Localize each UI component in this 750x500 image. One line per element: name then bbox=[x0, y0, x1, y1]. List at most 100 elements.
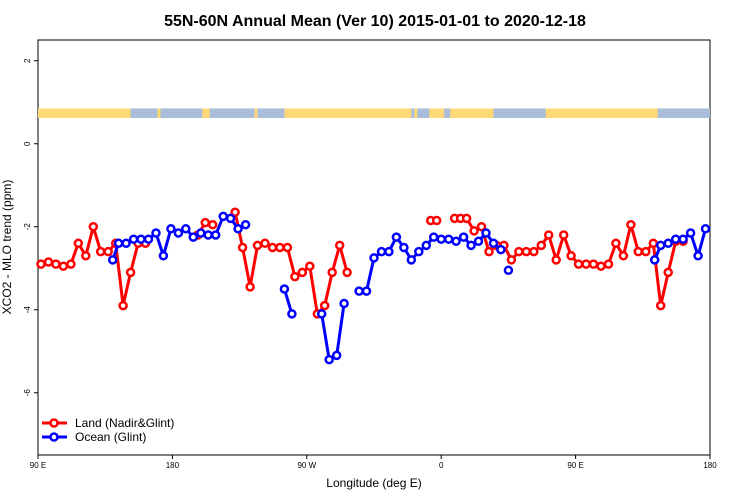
map-strip-land bbox=[38, 108, 710, 119]
data-point bbox=[51, 259, 61, 269]
legend-marker-ocean bbox=[49, 432, 59, 442]
data-point bbox=[158, 251, 169, 261]
data-point bbox=[461, 213, 472, 224]
x-tick-label: 90 E bbox=[30, 461, 46, 470]
legend-label-land: Land (Nadir&Glint) bbox=[75, 416, 174, 430]
data-point bbox=[414, 246, 424, 257]
data-point bbox=[275, 242, 285, 253]
data-point bbox=[603, 259, 614, 269]
data-point bbox=[399, 242, 409, 253]
data-point bbox=[655, 300, 666, 311]
data-point bbox=[506, 255, 517, 265]
data-point bbox=[458, 232, 469, 242]
data-point bbox=[36, 259, 46, 269]
legend-label-ocean: Ocean (Glint) bbox=[75, 430, 146, 444]
data-point bbox=[503, 265, 514, 276]
data-point bbox=[267, 242, 278, 253]
data-point bbox=[611, 238, 621, 249]
data-point bbox=[618, 251, 629, 261]
data-point bbox=[207, 219, 218, 230]
legend-marker-land bbox=[49, 418, 59, 428]
map-strip-ocean bbox=[444, 108, 451, 119]
data-point bbox=[324, 354, 334, 365]
data-point bbox=[521, 246, 532, 257]
data-point bbox=[339, 298, 349, 309]
data-point bbox=[188, 232, 199, 242]
data-point bbox=[633, 246, 644, 257]
data-point bbox=[648, 238, 659, 249]
data-point bbox=[287, 309, 297, 319]
map-strip-ocean bbox=[411, 108, 415, 119]
y-axis: -6 -4 -2 0 2 bbox=[23, 58, 38, 396]
map-strip-ocean bbox=[417, 108, 430, 119]
y-tick-label: 0 bbox=[23, 141, 32, 146]
x-tick-label: 90 E bbox=[567, 461, 583, 470]
data-point bbox=[88, 221, 99, 232]
map-strip-ocean bbox=[257, 108, 285, 119]
data-point bbox=[334, 240, 345, 251]
y-tick-label: -2 bbox=[23, 223, 32, 231]
data-point bbox=[58, 261, 69, 271]
data-point bbox=[529, 246, 539, 257]
data-point bbox=[663, 267, 673, 278]
data-point bbox=[641, 246, 651, 257]
data-point bbox=[588, 259, 599, 269]
data-point bbox=[663, 238, 673, 249]
data-point bbox=[581, 259, 591, 269]
data-point bbox=[369, 253, 379, 263]
data-point bbox=[361, 286, 372, 296]
data-point bbox=[558, 230, 569, 240]
data-point bbox=[237, 242, 248, 253]
data-point bbox=[136, 234, 146, 244]
data-point bbox=[151, 228, 161, 238]
data-point bbox=[354, 286, 364, 296]
data-point bbox=[73, 238, 84, 249]
data-point bbox=[376, 246, 387, 257]
data-point bbox=[476, 221, 487, 232]
series-layer bbox=[36, 207, 711, 365]
data-point bbox=[655, 240, 666, 251]
data-point bbox=[331, 350, 342, 361]
data-point bbox=[488, 238, 499, 249]
data-point bbox=[297, 267, 308, 278]
map-strip-ocean bbox=[130, 108, 158, 119]
y-axis-label: XCO2 - MLO trend (ppm) bbox=[0, 180, 14, 315]
data-point bbox=[128, 234, 139, 244]
data-point bbox=[240, 219, 251, 230]
data-point bbox=[290, 271, 300, 282]
data-point bbox=[95, 246, 106, 257]
data-point bbox=[282, 242, 293, 253]
map-strip-ocean bbox=[209, 108, 255, 119]
data-point bbox=[305, 261, 315, 271]
y-tick-label: -6 bbox=[23, 389, 32, 397]
data-point bbox=[391, 232, 402, 242]
data-point bbox=[327, 267, 337, 278]
data-point bbox=[406, 255, 417, 265]
series-land bbox=[36, 207, 688, 319]
x-tick-label: 90 W bbox=[297, 461, 316, 470]
data-point bbox=[443, 234, 454, 244]
data-point bbox=[626, 219, 636, 230]
map-strip-ocean bbox=[657, 108, 710, 119]
data-point bbox=[384, 246, 394, 257]
x-axis-label: Longitude (deg E) bbox=[326, 476, 421, 490]
data-point bbox=[233, 224, 243, 234]
x-axis: 90 E 180 90 W 0 90 E 180 bbox=[30, 455, 717, 470]
data-point bbox=[210, 230, 221, 240]
legend: Land (Nadir&Glint) Ocean (Glint) bbox=[42, 416, 174, 444]
data-point bbox=[43, 257, 54, 267]
data-point bbox=[342, 267, 352, 278]
data-point bbox=[125, 267, 136, 278]
data-point bbox=[678, 234, 688, 244]
series-line bbox=[233, 211, 349, 316]
data-point bbox=[107, 255, 118, 265]
data-point bbox=[481, 228, 491, 238]
data-point bbox=[670, 234, 681, 244]
data-point bbox=[196, 228, 206, 238]
data-point bbox=[113, 238, 124, 249]
data-point bbox=[225, 213, 236, 224]
data-point bbox=[173, 228, 184, 238]
map-strip-ocean bbox=[493, 108, 546, 119]
data-point bbox=[473, 236, 484, 247]
